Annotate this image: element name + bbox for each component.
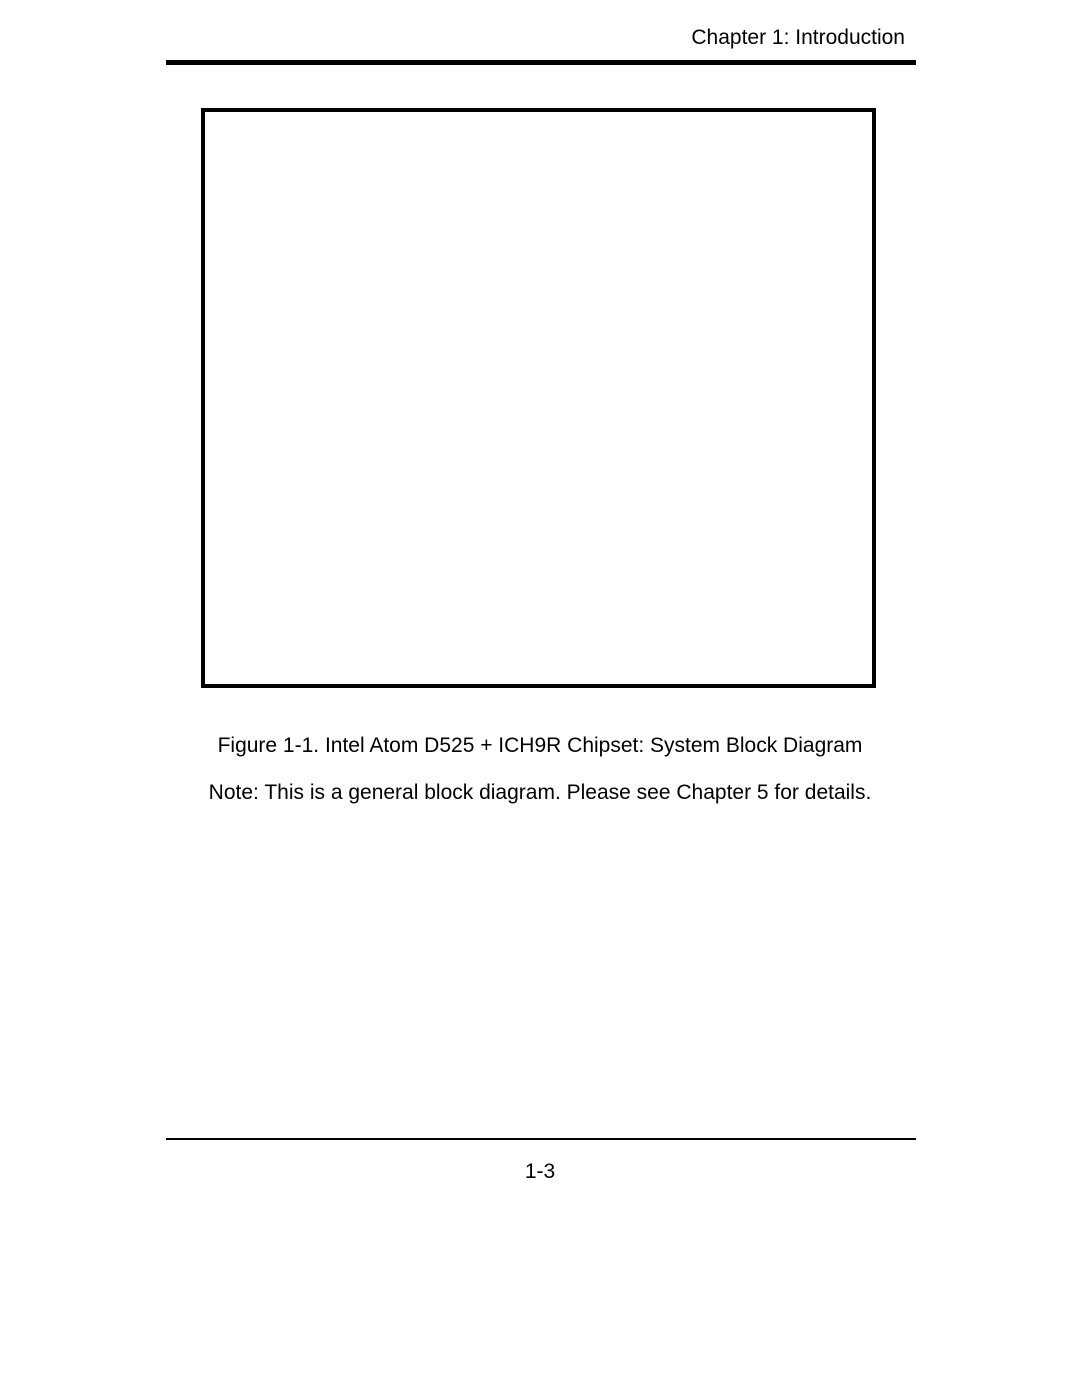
figure-placeholder-box (201, 108, 876, 688)
figure-caption: Figure 1-1. Intel Atom D525 + ICH9R Chip… (0, 734, 1080, 758)
page-number: 1-3 (0, 1160, 1080, 1184)
header-rule (166, 60, 916, 65)
header-chapter-title: Chapter 1: Introduction (691, 26, 905, 50)
footer-rule (166, 1138, 916, 1140)
figure-note: Note: This is a general block diagram. P… (0, 781, 1080, 805)
document-page: Chapter 1: Introduction Figure 1-1. Inte… (0, 0, 1080, 1397)
